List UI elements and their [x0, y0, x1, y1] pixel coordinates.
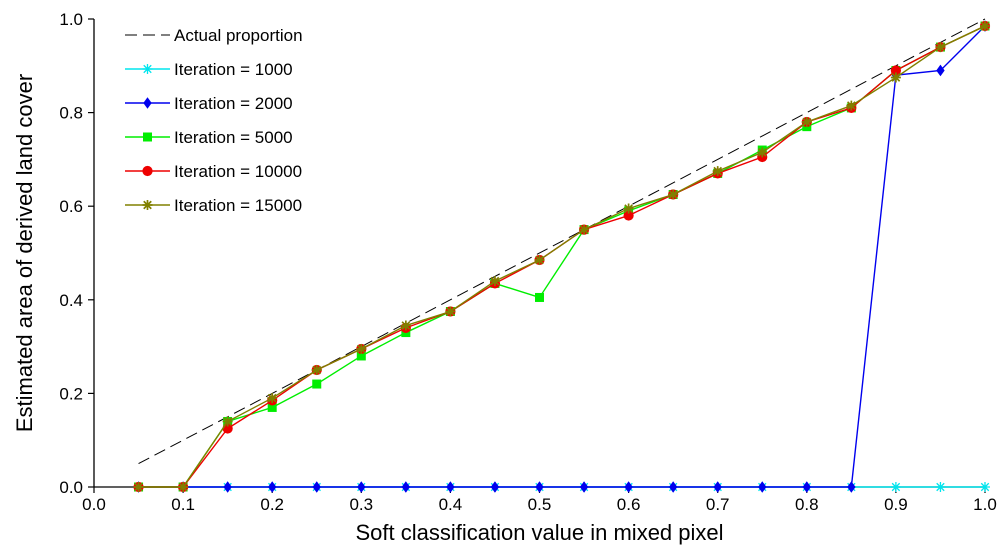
x-tick-label: 0.9	[884, 495, 908, 514]
data-point	[312, 481, 321, 493]
y-tick-label: 0.8	[59, 104, 83, 123]
data-point	[311, 365, 322, 375]
x-tick-label: 0.6	[617, 495, 641, 514]
legend-marker	[143, 97, 152, 109]
x-axis-title: Soft classification value in mixed pixel	[355, 520, 723, 545]
series-2	[134, 20, 990, 493]
data-point	[267, 393, 278, 404]
series-0	[138, 18, 986, 465]
series-4	[133, 20, 991, 493]
data-point	[534, 255, 545, 266]
data-point	[535, 292, 544, 302]
series-line	[138, 25, 986, 488]
data-point	[623, 203, 634, 214]
data-point	[178, 482, 189, 492]
series-line	[138, 25, 986, 488]
data-point	[401, 481, 411, 493]
data-point	[846, 100, 857, 111]
legend-item: Actual proportion	[125, 26, 303, 45]
x-tick-label: 0.2	[260, 495, 284, 514]
y-tick-label: 0.6	[59, 197, 83, 216]
data-point	[579, 224, 590, 235]
data-point	[312, 379, 322, 389]
legend-label: Iteration = 2000	[174, 94, 293, 113]
x-tick-label: 0.7	[706, 495, 730, 514]
data-point	[356, 343, 367, 354]
x-tick-label: 0.8	[795, 495, 819, 514]
data-point	[935, 42, 946, 53]
data-point	[446, 481, 455, 493]
series-3	[134, 21, 990, 492]
x-tick-label: 0.3	[349, 495, 373, 514]
data-point	[758, 481, 767, 493]
legend-label: Iteration = 15000	[174, 196, 302, 215]
legend-marker	[142, 64, 153, 74]
data-point	[535, 481, 544, 493]
data-point	[802, 481, 811, 493]
series-line	[138, 18, 986, 465]
data-point	[668, 189, 679, 200]
legend-marker	[142, 165, 153, 177]
y-tick-label: 0.2	[59, 384, 83, 403]
legend-item: Iteration = 2000	[125, 94, 293, 113]
y-tick-label: 0.4	[59, 291, 83, 310]
data-point	[489, 276, 500, 287]
data-point	[223, 481, 232, 493]
data-point	[936, 64, 945, 77]
axes: 0.0 0.1 0.2 0.3 0.4 0.5 0.6 0.7 0.8 0.9 1.0 0.0 0.2 0…	[59, 10, 996, 514]
legend-marker	[143, 132, 152, 142]
legend-label: Actual proportion	[174, 26, 303, 45]
legend-item: Iteration = 1000	[125, 60, 293, 79]
legend-label: Iteration = 5000	[174, 128, 293, 147]
series-5	[133, 21, 990, 492]
data-point	[133, 482, 144, 492]
data-point	[890, 482, 901, 492]
data-point	[222, 416, 233, 427]
data-point	[400, 320, 411, 331]
data-point	[712, 166, 723, 177]
data-point	[356, 351, 366, 361]
y-axis-title: Estimated area of derived land cover	[12, 74, 37, 432]
data-point	[267, 402, 277, 412]
legend-item: Iteration = 10000	[125, 162, 302, 181]
legend-item: Iteration = 5000	[125, 128, 293, 147]
data-point	[935, 482, 946, 492]
data-point	[357, 481, 366, 493]
y-tick-label: 1.0	[59, 10, 83, 29]
series-line	[138, 25, 986, 488]
data-point	[713, 481, 722, 493]
data-point	[980, 482, 990, 492]
series-layer	[133, 18, 991, 493]
x-tick-label: 0.1	[171, 495, 195, 514]
data-point	[268, 481, 277, 493]
legend: Actual proportion Iteration = 1000 Iterati…	[125, 26, 303, 215]
data-point	[624, 481, 633, 493]
x-tick-label: 0.0	[82, 495, 106, 514]
data-point	[490, 481, 500, 493]
data-point	[668, 481, 678, 493]
legend-label: Iteration = 10000	[174, 162, 302, 181]
data-point	[579, 481, 589, 493]
data-point	[980, 21, 990, 32]
y-tick-label: 0.0	[59, 478, 83, 497]
x-tick-label: 0.4	[439, 495, 463, 514]
legend-label: Iteration = 1000	[174, 60, 293, 79]
x-tick-label: 1.0	[973, 495, 997, 514]
data-point	[847, 481, 856, 493]
data-point	[757, 147, 768, 158]
x-tick-label: 0.5	[528, 495, 552, 514]
data-point	[801, 116, 812, 127]
legend-item: Iteration = 15000	[125, 196, 302, 215]
data-point	[890, 72, 901, 83]
legend-marker	[142, 200, 153, 210]
data-point	[445, 306, 456, 317]
